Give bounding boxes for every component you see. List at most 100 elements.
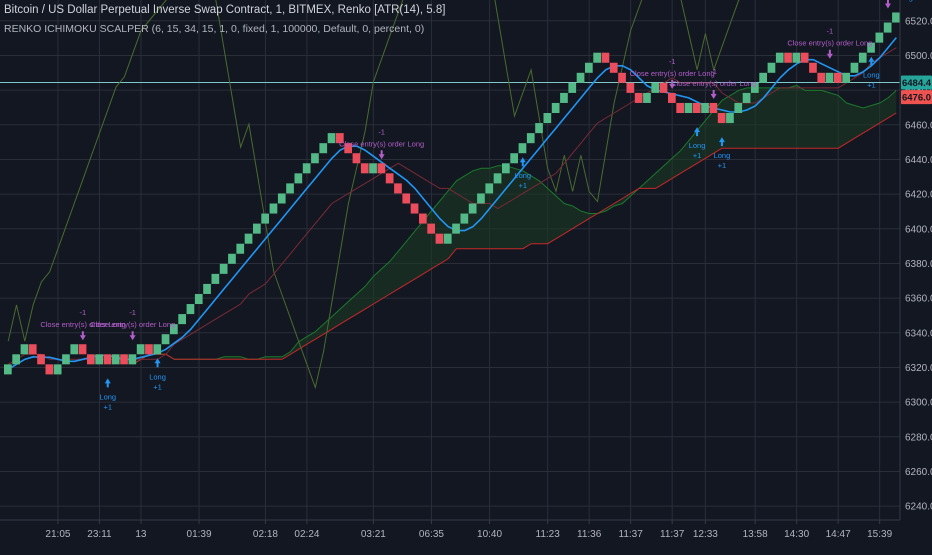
renko-brick-up [759, 72, 767, 83]
senkou-span-b [132, 112, 897, 365]
renko-brick-up [219, 263, 228, 274]
renko-brick-up [269, 203, 278, 214]
renko-brick-down [360, 163, 369, 174]
renko-brick-up [111, 354, 120, 365]
x-tick-label: 14:30 [784, 529, 809, 540]
renko-brick-up [643, 92, 651, 103]
renko-brick-up [751, 82, 759, 93]
y-tick-label: 6280.0 [905, 432, 932, 443]
renko-brick-up [62, 354, 70, 365]
renko-brick-down [145, 344, 153, 355]
long-arrow-icon [519, 157, 526, 167]
y-tick-label: 6300.0 [905, 398, 932, 409]
y-tick-label: 6340.0 [905, 328, 932, 339]
renko-brick-up [369, 163, 377, 174]
renko-brick-up [468, 203, 477, 214]
renko-brick-down [784, 52, 792, 63]
renko-brick-up [585, 62, 593, 73]
renko-brick-up [892, 12, 900, 23]
x-tick-label: 11:23 [536, 529, 561, 540]
x-tick-label: 11:37 [619, 529, 644, 540]
ichimoku-cloud [132, 85, 897, 365]
renko-brick-down [817, 72, 826, 83]
long-signal-label: Long [689, 141, 706, 150]
renko-brick-down [87, 354, 95, 365]
renko-brick-up [277, 193, 286, 204]
renko-brick-up [875, 32, 884, 43]
close-signal-qty: -1 [827, 27, 834, 36]
long-signal-qty: +1 [900, 0, 909, 2]
renko-brick-up [792, 52, 801, 63]
close-signal-qty: -1 [80, 308, 87, 317]
renko-brick-up [302, 163, 311, 174]
renko-brick-up [734, 102, 743, 114]
renko-brick-up [443, 233, 452, 244]
long-signal-label: Long [149, 372, 166, 381]
renko-brick-up [228, 253, 236, 264]
renko-brick-up [319, 143, 328, 154]
renko-brick-down [103, 354, 112, 365]
long-signal-label: Long [714, 151, 731, 160]
renko-brick-up [493, 173, 502, 184]
price-badge [901, 75, 932, 90]
long-signal-label: Long [514, 171, 531, 180]
renko-brick-down [385, 173, 394, 184]
renko-brick-up [651, 82, 660, 93]
x-tick-label: 02:24 [294, 529, 319, 540]
y-tick-label: 6400.0 [905, 224, 932, 235]
renko-brick-up [551, 102, 560, 114]
renko-brick-up [194, 293, 203, 305]
close-signal-qty: -1 [669, 57, 676, 66]
renko-brick-up [294, 173, 303, 184]
renko-brick-up [576, 72, 585, 83]
renko-brick-up [510, 153, 518, 164]
renko-brick-down [668, 92, 676, 103]
close-signal-qty: -1 [378, 127, 385, 136]
long-arrow-icon [718, 137, 725, 147]
y-tick-label: 6240.0 [905, 502, 932, 513]
close-arrow-icon [669, 79, 676, 89]
renko-brick-up [867, 42, 875, 53]
close-arrow-icon [129, 331, 136, 341]
renko-brick-down [419, 213, 427, 224]
long-arrow-icon [104, 378, 111, 388]
renko-brick-up [178, 314, 186, 325]
y-tick-label: 6360.0 [905, 294, 932, 305]
y-tick-label: 6420.0 [905, 190, 932, 201]
renko-brick-up [543, 113, 552, 124]
renko-brick-up [842, 72, 850, 83]
renko-brick-up [153, 344, 162, 355]
renko-brick-down [427, 223, 435, 234]
kijun-sen [7, 47, 897, 365]
renko-brick-down [659, 82, 668, 93]
renko-brick-up [4, 364, 12, 375]
price-badge-label: 6476.0 [902, 93, 931, 104]
renko-brick-up [161, 334, 170, 345]
x-tick-label: 13 [135, 529, 147, 540]
renko-brick-up [858, 52, 867, 63]
y-tick-label: 6440.0 [905, 155, 932, 166]
close-signal-label: Close entry(s) order Long [671, 79, 756, 88]
renko-brick-down [402, 193, 411, 204]
renko-brick-up [883, 22, 892, 33]
renko-brick-down [37, 354, 45, 365]
y-tick-label: 6320.0 [905, 363, 932, 374]
renko-brick-up [244, 233, 253, 244]
long-signal-qty: +1 [693, 151, 702, 160]
y-tick-label: 6500.0 [905, 51, 932, 62]
chikou-span [7, 0, 740, 390]
long-arrow-icon [868, 56, 875, 66]
renko-brick-down [120, 354, 128, 365]
long-signal-qty: +1 [867, 81, 876, 90]
indicator-lines [7, 0, 897, 390]
renko-brick-down [394, 183, 402, 194]
strategy-legend[interactable]: RENKO ICHIMOKU SCALPER (6, 15, 34, 15, 1… [4, 23, 425, 35]
y-tick-label: 6460.0 [905, 120, 932, 131]
renko-brick-up [12, 354, 20, 365]
long-signal-qty: +1 [153, 382, 162, 391]
close-arrow-icon [710, 89, 717, 99]
renko-brick-down [352, 153, 361, 164]
renko-brick-up [327, 133, 336, 144]
